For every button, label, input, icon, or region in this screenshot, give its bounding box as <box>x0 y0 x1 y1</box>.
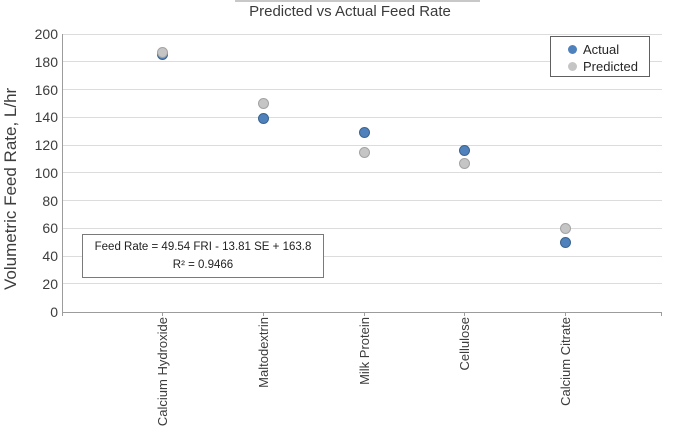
x-tick <box>565 312 566 316</box>
gridline-20 <box>63 283 662 285</box>
chart-title: Predicted vs Actual Feed Rate <box>249 3 451 20</box>
y-tick-label-0: 0 <box>50 303 58 320</box>
gridline-40 <box>63 255 662 257</box>
point-predicted-3 <box>459 157 471 169</box>
r-squared-line: R² = 0.9466 <box>172 259 234 271</box>
x-tick <box>162 312 163 316</box>
y-tick-label-80: 80 <box>42 192 58 209</box>
legend: Actual Predicted <box>550 36 650 77</box>
cropped-edge-artifact <box>235 0 480 2</box>
legend-marker-actual-icon <box>568 45 577 54</box>
y-tick-label-100: 100 <box>34 164 58 181</box>
x-category-label: Milk Protein <box>356 317 372 385</box>
y-tick-label-120: 120 <box>34 137 58 154</box>
gridline-180 <box>63 61 662 63</box>
y-tick-label-180: 180 <box>34 53 58 70</box>
y-tick-label-200: 200 <box>34 26 58 42</box>
gridline-60 <box>63 227 662 229</box>
x-tick <box>262 312 264 316</box>
x-tick <box>363 312 365 316</box>
legend-label: Predicted <box>583 59 638 74</box>
point-actual-3 <box>459 145 471 157</box>
regression-equation-line: Feed Rate = 49.54 FRI - 13.81 SE + 163.8 <box>94 241 312 253</box>
y-tick-label-160: 160 <box>34 81 58 98</box>
legend-marker-predicted-icon <box>568 62 577 71</box>
y-tick-label-40: 40 <box>42 248 58 265</box>
gridline-140 <box>63 116 662 118</box>
point-actual-2 <box>358 127 370 139</box>
point-actual-4 <box>560 236 571 248</box>
point-predicted-1 <box>257 97 269 109</box>
regression-equation-annotation: Feed Rate = 49.54 FRI - 13.81 SE + 163.8… <box>82 234 324 278</box>
x-tick <box>464 312 466 316</box>
legend-item-actual: Actual <box>551 41 649 58</box>
gridline-200 <box>63 33 662 35</box>
legend-label: Actual <box>583 42 620 57</box>
x-tick-axis-left-end <box>62 312 63 316</box>
gridline-100 <box>63 172 662 174</box>
x-tick-axis-right-end <box>661 312 662 316</box>
point-actual-1 <box>257 113 269 125</box>
y-tick-label-60: 60 <box>42 220 58 237</box>
y-tick-label-20: 20 <box>42 275 58 292</box>
point-predicted-2 <box>358 146 370 158</box>
x-category-label: Cellulose <box>457 317 473 371</box>
x-category-label: Calcium Citrate <box>558 317 573 406</box>
gridline-120 <box>63 144 662 146</box>
x-category-label: Calcium Hydroxide <box>155 317 170 427</box>
gridline-80 <box>63 200 662 202</box>
point-predicted-4 <box>560 222 571 234</box>
x-category-label: Maltodextrin <box>255 317 271 388</box>
gridline-160 <box>63 89 662 91</box>
legend-item-predicted: Predicted <box>551 58 649 75</box>
point-predicted-0 <box>157 46 168 58</box>
y-tick-label-140: 140 <box>34 109 58 126</box>
plot-area <box>62 33 662 313</box>
